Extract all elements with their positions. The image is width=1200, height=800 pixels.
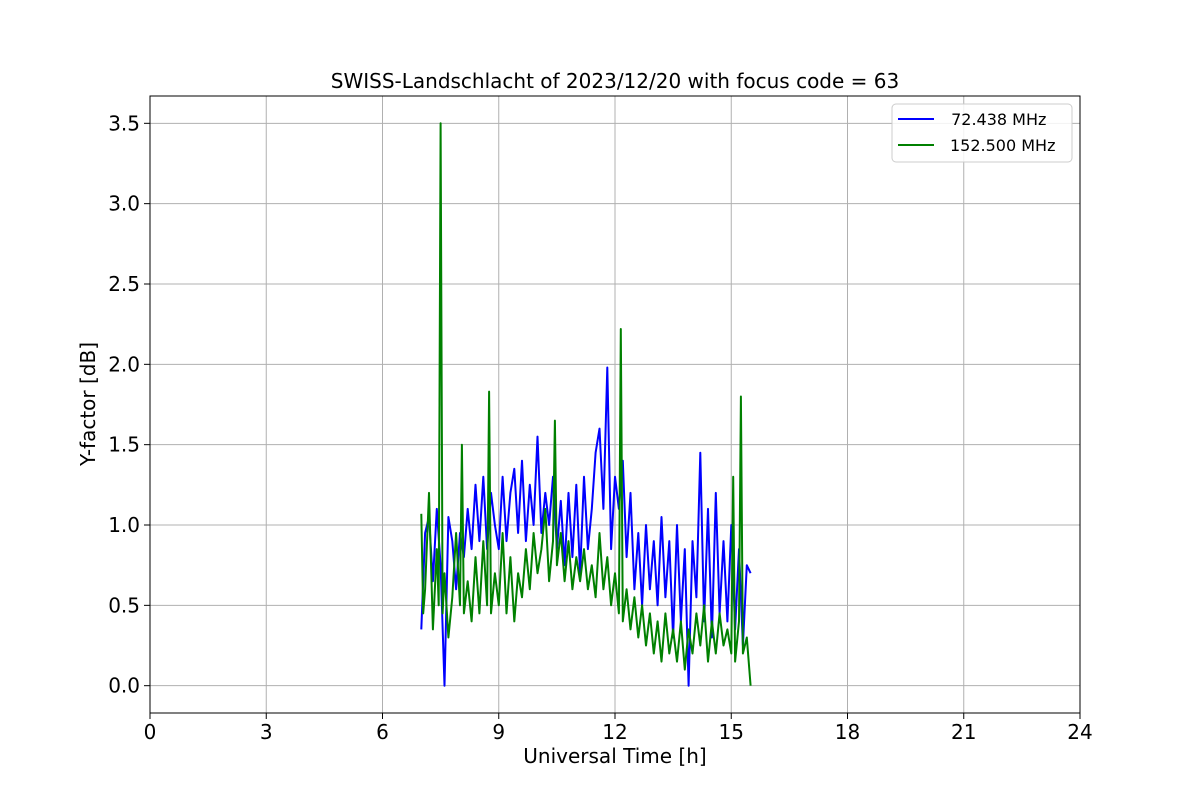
y-tick-label: 2.0 <box>108 352 140 376</box>
y-tick-label: 0.5 <box>108 593 140 617</box>
y-tick-label: 1.0 <box>108 513 140 537</box>
x-axis: 0 3 6 9 12 15 18 21 24 <box>144 713 1093 744</box>
x-tick-label: 0 <box>144 720 157 744</box>
y-tick-label: 0.0 <box>108 674 140 698</box>
x-tick-label: 21 <box>951 720 976 744</box>
x-tick-label: 6 <box>376 720 389 744</box>
series-line-152mhz <box>420 122 752 686</box>
grid <box>149 96 1081 713</box>
legend-box <box>891 103 1073 163</box>
legend: 72.438 MHz 152.500 MHz <box>891 103 1073 163</box>
x-tick-label: 15 <box>719 720 744 744</box>
series-layer <box>420 122 752 687</box>
y-tick-label: 3.0 <box>108 192 140 216</box>
chart-title: SWISS-Landschlacht of 2023/12/20 with fo… <box>331 69 899 93</box>
x-tick-label: 12 <box>602 720 627 744</box>
x-tick-label: 3 <box>260 720 273 744</box>
y-tick-label: 3.5 <box>108 111 140 135</box>
legend-label-72mhz: 72.438 MHz <box>946 110 1046 129</box>
x-tick-label: 18 <box>835 720 860 744</box>
y-axis: 0.0 0.5 1.0 1.5 2.0 2.5 3.0 3.5 <box>108 111 150 698</box>
x-tick-label: 9 <box>492 720 505 744</box>
y-tick-label: 2.5 <box>108 272 140 296</box>
series-line-72mhz <box>420 366 752 687</box>
y-tick-label: 1.5 <box>108 433 140 457</box>
legend-label-152mhz: 152.500 MHz <box>950 136 1055 155</box>
x-axis-label: Universal Time [h] <box>523 744 706 768</box>
x-tick-label: 24 <box>1067 720 1092 744</box>
y-axis-label: Y-factor [dB] <box>76 342 100 467</box>
